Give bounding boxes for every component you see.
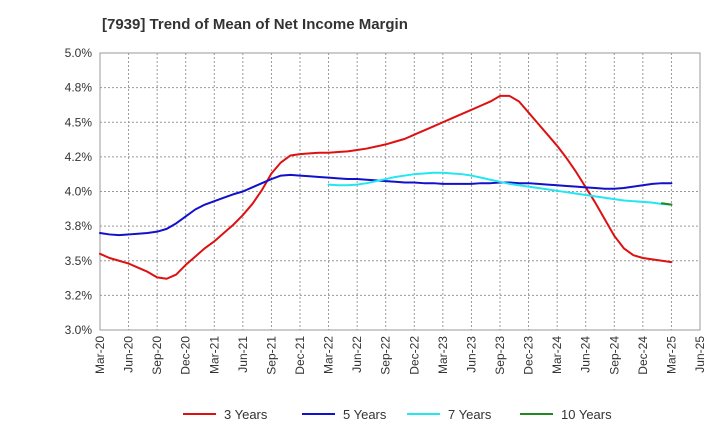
chart-title: [7939] Trend of Mean of Net Income Margi… (102, 16, 408, 33)
x-tick-label: Sep-23 (493, 336, 507, 375)
y-tick-label: 5.0% (65, 46, 93, 60)
x-tick-label: Mar-21 (207, 336, 221, 374)
series-line-3-years (99, 94, 673, 280)
x-tick-label: Dec-22 (407, 336, 421, 375)
legend-label-5-years: 5 Years (343, 407, 387, 422)
series-line-5-years (99, 173, 673, 237)
plot-frame (99, 52, 701, 331)
y-tick-label: 4.5% (65, 115, 93, 129)
x-tick-label: Sep-20 (150, 336, 164, 375)
y-tick-label: 3.8% (65, 219, 93, 233)
x-tick-label: Mar-22 (322, 336, 336, 374)
y-tick-label: 3.2% (65, 288, 93, 302)
x-tick-label: Mar-25 (664, 336, 678, 374)
series-lines (99, 94, 673, 280)
x-tick-label: Dec-20 (179, 336, 193, 375)
x-tick-label: Sep-21 (264, 336, 278, 375)
y-axis: 3.0% 3.2% 3.5% 3.8% 4.0% 4.2% 4.5% 4.8% 5.0% (65, 46, 93, 337)
x-tick-label: Dec-24 (636, 336, 650, 375)
x-tick-label: Dec-23 (522, 336, 536, 375)
x-tick-label: Jun-20 (122, 336, 136, 373)
x-tick-label: Jun-24 (579, 336, 593, 373)
legend-label-3-years: 3 Years (224, 407, 268, 422)
x-tick-label: Dec-21 (293, 336, 307, 375)
legend: 3 Years 5 Years 7 Years 10 Years (183, 407, 612, 422)
y-tick-label: 3.5% (65, 254, 93, 268)
series-line-7-years (327, 171, 673, 206)
x-tick-label: Mar-24 (550, 336, 564, 374)
x-tick-label: Jun-22 (350, 336, 364, 373)
x-tick-label: Sep-22 (379, 336, 393, 375)
x-axis: Mar-20 Jun-20 Sep-20 Dec-20 Mar-21 Jun-21 Sep-… (93, 336, 707, 375)
grid (99, 52, 701, 331)
legend-label-7-years: 7 Years (448, 407, 492, 422)
y-tick-label: 3.0% (65, 323, 93, 337)
x-tick-label: Jun-23 (464, 336, 478, 373)
series-line-10-years (660, 202, 673, 206)
x-tick-label: Jun-21 (236, 336, 250, 373)
x-tick-label: Mar-20 (93, 336, 107, 374)
legend-label-10-years: 10 Years (561, 407, 612, 422)
y-tick-label: 4.2% (65, 150, 93, 164)
y-tick-label: 4.8% (65, 81, 93, 95)
x-tick-label: Mar-23 (436, 336, 450, 374)
x-tick-label: Sep-24 (607, 336, 621, 375)
y-tick-label: 4.0% (65, 185, 93, 199)
x-tick-label: Jun-25 (693, 336, 707, 373)
